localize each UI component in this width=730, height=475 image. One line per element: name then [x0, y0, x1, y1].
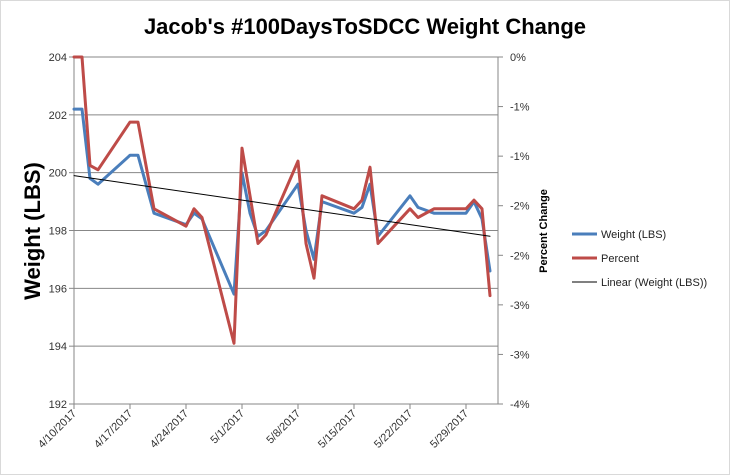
x-tick-label: 4/10/2017 [36, 408, 79, 451]
legend-label: Weight (LBS) [601, 229, 666, 241]
y-tick-label-right: -1% [510, 102, 530, 114]
trendline [73, 175, 491, 237]
y-tick-label-right: -3% [510, 300, 530, 312]
legend: Weight (LBS) Percent Linear (Weight (LBS)) [572, 229, 707, 289]
y-tick-label-left: 204 [49, 52, 67, 64]
series-lines [72, 55, 492, 345]
y-axis-label-left: Weight (LBS) [20, 162, 45, 300]
axes [69, 56, 503, 409]
x-tick-label: 5/8/2017 [264, 408, 303, 447]
legend-label: Linear (Weight (LBS)) [601, 277, 707, 289]
series-line [72, 55, 492, 345]
y-ticks-left: 192 194 196 198 200 202 204 [49, 52, 67, 411]
x-tick-label: 4/24/2017 [148, 408, 191, 451]
legend-label: Percent [601, 253, 639, 265]
y-tick-label-right: 0% [510, 52, 526, 64]
y-ticks-right: -4% -3% -3% -2% -2% -1% -1% 0% [510, 52, 530, 411]
y-tick-label-right: -1% [510, 151, 530, 163]
x-ticks: 4/10/2017 4/17/2017 4/24/2017 5/1/2017 5/8/2… [36, 408, 471, 451]
y-tick-label-right: -2% [510, 201, 530, 213]
y-tick-label-right: -2% [510, 250, 530, 262]
y-axis-label-right: Percent Change [538, 189, 550, 273]
y-tick-label-left: 198 [49, 226, 67, 238]
gridlines [74, 56, 498, 347]
x-tick-label: 4/17/2017 [92, 408, 135, 451]
x-tick-label: 5/1/2017 [208, 408, 247, 447]
y-tick-label-left: 200 [49, 168, 67, 180]
y-tick-label-left: 192 [49, 399, 67, 411]
y-tick-label-left: 202 [49, 110, 67, 122]
x-tick-label: 5/22/2017 [372, 408, 415, 451]
y-tick-label-left: 196 [49, 283, 67, 295]
y-tick-label-right: -3% [510, 349, 530, 361]
chart-title: Jacob's #100DaysToSDCC Weight Change [144, 14, 586, 39]
y-tick-label-right: -4% [510, 399, 530, 411]
x-tick-label: 5/29/2017 [428, 408, 471, 451]
x-tick-label: 5/15/2017 [316, 408, 359, 451]
series-line [72, 107, 492, 296]
y-tick-label-left: 194 [49, 341, 67, 353]
